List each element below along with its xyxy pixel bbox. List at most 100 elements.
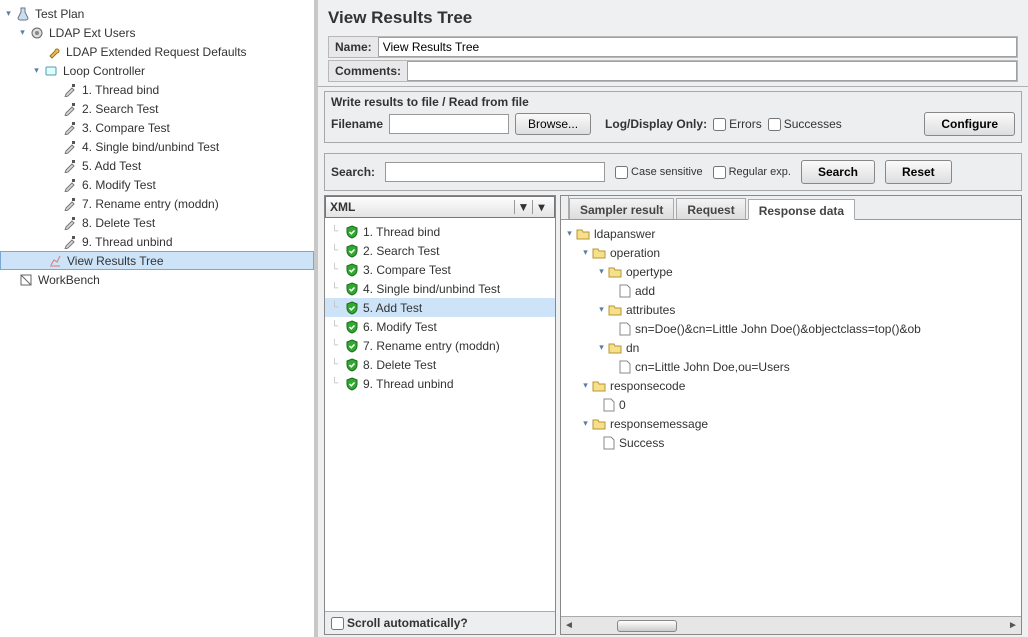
tree-label: View Results Tree	[67, 254, 164, 268]
tree-leaf[interactable]: Success	[563, 433, 1019, 452]
case-sensitive-checkbox[interactable]: Case sensitive	[615, 166, 703, 179]
file-group-title: Write results to file / Read from file	[331, 92, 1015, 112]
comments-label: Comments:	[329, 61, 407, 81]
name-input[interactable]	[378, 37, 1017, 57]
scroll-auto-checkbox[interactable]: Scroll automatically?	[331, 616, 468, 630]
tree-node-root[interactable]: ▾ Test Plan	[0, 4, 314, 23]
tree-label: LDAP Extended Request Defaults	[66, 45, 247, 59]
collapse-icon[interactable]: ▾	[581, 381, 590, 390]
file-icon	[619, 360, 631, 374]
tab-response-data[interactable]: Response data	[748, 199, 855, 220]
tree-node-sampler[interactable]: 2. Search Test	[0, 99, 314, 118]
collapse-icon[interactable]: ▾	[18, 28, 27, 37]
result-item-label: 7. Rename entry (moddn)	[363, 339, 500, 353]
collapse-icon[interactable]: ▾	[581, 248, 590, 257]
collapse-icon[interactable]: ▾	[32, 66, 41, 75]
result-item[interactable]: └6. Modify Test	[325, 317, 555, 336]
collapse-icon[interactable]: ▾	[4, 9, 13, 18]
collapse-icon[interactable]: ▾	[597, 305, 606, 314]
tree-node[interactable]: ▾attributes	[563, 300, 1019, 319]
success-shield-icon	[345, 244, 359, 258]
tree-node-view-results[interactable]: View Results Tree	[0, 251, 314, 270]
loop-icon	[43, 63, 59, 79]
tree-node-sampler[interactable]: 4. Single bind/unbind Test	[0, 137, 314, 156]
chevron-down-icon: ▼	[514, 200, 532, 214]
name-label: Name:	[329, 37, 378, 57]
dropper-icon	[62, 215, 78, 231]
horizontal-scrollbar[interactable]: ◄ ►	[561, 616, 1021, 634]
result-item-label: 1. Thread bind	[363, 225, 440, 239]
browse-button[interactable]: Browse...	[515, 113, 591, 135]
scroll-left-icon[interactable]: ◄	[561, 618, 577, 634]
regex-checkbox[interactable]: Regular exp.	[713, 166, 791, 179]
tree-leaf[interactable]: cn=Little John Doe,ou=Users	[563, 357, 1019, 376]
tree-node-sampler[interactable]: 6. Modify Test	[0, 175, 314, 194]
success-shield-icon	[345, 377, 359, 391]
configure-button[interactable]: Configure	[924, 112, 1015, 136]
gear-icon	[29, 25, 45, 41]
tree-node-ldap-defaults[interactable]: LDAP Extended Request Defaults	[0, 42, 314, 61]
result-item-label: 2. Search Test	[363, 244, 440, 258]
tree-leaf[interactable]: 0	[563, 395, 1019, 414]
file-groupbox: Write results to file / Read from file F…	[324, 91, 1022, 143]
tree-node-ldap-ext[interactable]: ▾ LDAP Ext Users	[0, 23, 314, 42]
collapse-icon[interactable]: ▾	[597, 343, 606, 352]
tree-label: Test Plan	[35, 7, 84, 21]
search-input[interactable]	[385, 162, 605, 182]
tree-node-workbench[interactable]: WorkBench	[0, 270, 314, 289]
tree-leaf[interactable]: add	[563, 281, 1019, 300]
success-shield-icon	[345, 320, 359, 334]
tree-node[interactable]: ▾dn	[563, 338, 1019, 357]
result-item[interactable]: └2. Search Test	[325, 241, 555, 260]
result-item[interactable]: └9. Thread unbind	[325, 374, 555, 393]
result-item[interactable]: └5. Add Test	[325, 298, 555, 317]
tree-panel: ▾ Test Plan ▾ LDAP Ext Users LDAP Extend…	[0, 0, 318, 637]
result-item[interactable]: └7. Rename entry (moddn)	[325, 336, 555, 355]
tree-node-loop[interactable]: ▾ Loop Controller	[0, 61, 314, 80]
collapse-icon[interactable]: ▾	[581, 419, 590, 428]
tree-node-sampler[interactable]: 7. Rename entry (moddn)	[0, 194, 314, 213]
tree-node-sampler[interactable]: 9. Thread unbind	[0, 232, 314, 251]
tree-label: 6. Modify Test	[82, 178, 156, 192]
tree-node[interactable]: ▾operation	[563, 243, 1019, 262]
collapse-icon[interactable]: ▾	[597, 267, 606, 276]
tree-node-sampler[interactable]: 1. Thread bind	[0, 80, 314, 99]
search-button[interactable]: Search	[801, 160, 875, 184]
tree-label: 5. Add Test	[82, 159, 141, 173]
successes-checkbox[interactable]: Successes	[768, 117, 842, 131]
result-item[interactable]: └3. Compare Test	[325, 260, 555, 279]
response-tree: ▾ldapanswer ▾operation ▾opertype add ▾at…	[561, 220, 1021, 616]
tree-node-sampler[interactable]: 5. Add Test	[0, 156, 314, 175]
folder-icon	[592, 418, 606, 430]
tree-leaf[interactable]: sn=Doe()&cn=Little John Doe()&objectclas…	[563, 319, 1019, 338]
tree-node[interactable]: ▾opertype	[563, 262, 1019, 281]
tree-node[interactable]: ▾responsemessage	[563, 414, 1019, 433]
tab-sampler-result[interactable]: Sampler result	[569, 198, 674, 219]
result-item[interactable]: └4. Single bind/unbind Test	[325, 279, 555, 298]
result-item-label: 9. Thread unbind	[363, 377, 454, 391]
tab-request[interactable]: Request	[676, 198, 745, 219]
reset-button[interactable]: Reset	[885, 160, 952, 184]
scroll-right-icon[interactable]: ►	[1005, 618, 1021, 634]
scroll-thumb[interactable]	[617, 620, 677, 632]
tree-node-sampler[interactable]: 8. Delete Test	[0, 213, 314, 232]
tree-label: Loop Controller	[63, 64, 145, 78]
errors-checkbox[interactable]: Errors	[713, 117, 762, 131]
tree-label: 7. Rename entry (moddn)	[82, 197, 219, 211]
tree-node[interactable]: ▾ldapanswer	[563, 224, 1019, 243]
comments-input[interactable]	[407, 61, 1017, 81]
tree-label: WorkBench	[38, 273, 100, 287]
format-combo[interactable]: XML ▼ ▾	[325, 196, 555, 218]
tree-label: 4. Single bind/unbind Test	[82, 140, 219, 154]
result-item[interactable]: └1. Thread bind	[325, 222, 555, 241]
result-item[interactable]: └8. Delete Test	[325, 355, 555, 374]
file-icon	[619, 284, 631, 298]
tree-node-sampler[interactable]: 3. Compare Test	[0, 118, 314, 137]
page-title: View Results Tree	[328, 4, 1018, 34]
collapse-icon[interactable]: ▾	[565, 229, 574, 238]
result-item-label: 4. Single bind/unbind Test	[363, 282, 500, 296]
tree-node[interactable]: ▾responsecode	[563, 376, 1019, 395]
dropper-icon	[62, 82, 78, 98]
filename-input[interactable]	[389, 114, 509, 134]
result-item-label: 5. Add Test	[363, 301, 422, 315]
